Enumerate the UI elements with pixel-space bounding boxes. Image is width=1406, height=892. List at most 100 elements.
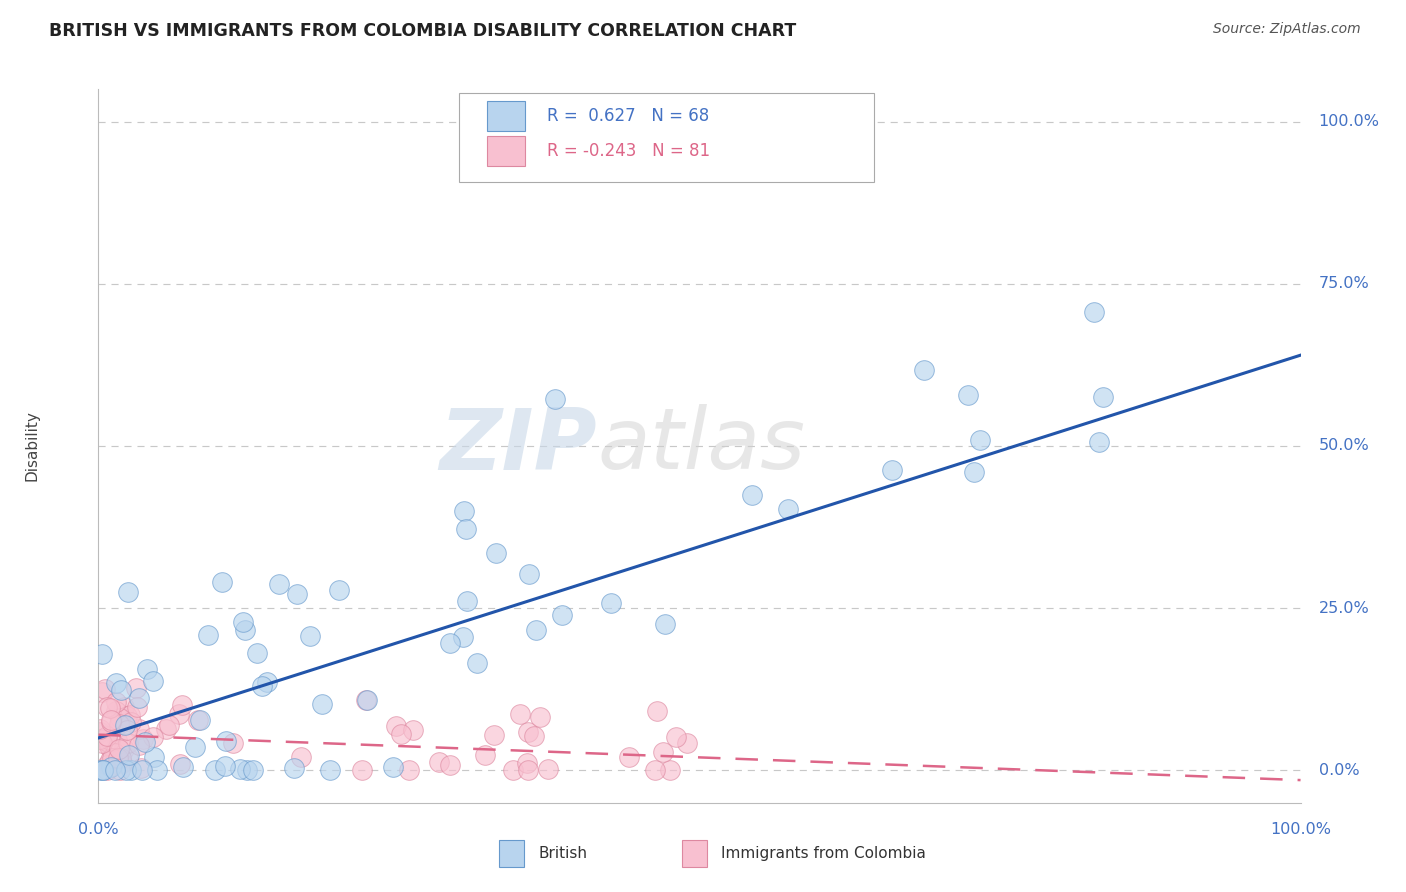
Point [89, 725, 111, 739]
Point [290, 749, 312, 764]
Point [91, 647, 114, 661]
Point [117, 585, 139, 599]
Text: 75.0%: 75.0% [1319, 277, 1369, 292]
Point [105, 732, 128, 747]
Point [1088, 435, 1111, 450]
Point [104, 704, 127, 718]
Point [776, 501, 799, 516]
Point [215, 734, 238, 748]
Point [131, 764, 153, 778]
Point [956, 388, 979, 402]
Point [96, 699, 118, 714]
Point [96, 729, 118, 743]
Point [204, 764, 226, 778]
Point [880, 463, 903, 477]
Point [652, 745, 675, 759]
Point [456, 594, 478, 608]
Point [120, 708, 142, 723]
Point [453, 504, 475, 518]
Point [104, 675, 127, 690]
Point [98, 759, 121, 773]
Text: 0.0%: 0.0% [79, 822, 118, 838]
Text: atlas: atlas [598, 404, 806, 488]
Point [110, 710, 132, 724]
Text: Immigrants from Colombia: Immigrants from Colombia [721, 847, 927, 861]
Point [172, 698, 194, 712]
Point [108, 742, 131, 756]
Point [319, 764, 342, 778]
Point [132, 731, 155, 746]
Point [741, 488, 763, 502]
Point [97, 735, 120, 749]
FancyBboxPatch shape [458, 93, 873, 182]
Point [91, 733, 114, 747]
Point [89, 731, 111, 746]
Point [90, 685, 112, 699]
Point [526, 623, 548, 637]
Point [454, 522, 477, 536]
Point [100, 715, 122, 730]
Point [250, 679, 273, 693]
Point [197, 628, 219, 642]
Point [135, 662, 157, 676]
Point [298, 629, 321, 643]
Point [143, 750, 166, 764]
Point [98, 753, 121, 767]
Point [110, 764, 132, 778]
Point [91, 764, 114, 778]
Point [111, 756, 134, 771]
Point [115, 723, 138, 738]
Point [134, 735, 156, 749]
Point [1092, 390, 1115, 404]
Point [100, 732, 122, 747]
Text: Disability: Disability [25, 410, 39, 482]
Point [328, 583, 350, 598]
Point [103, 764, 125, 778]
Point [654, 617, 676, 632]
Text: R =  0.627   N = 68: R = 0.627 N = 68 [547, 107, 709, 125]
Text: 50.0%: 50.0% [1319, 439, 1369, 453]
Point [537, 762, 560, 776]
Point [96, 764, 118, 778]
Point [963, 465, 986, 479]
Text: 100.0%: 100.0% [1319, 114, 1379, 129]
Point [142, 673, 165, 688]
Point [385, 719, 408, 733]
Point [519, 566, 541, 581]
Point [474, 748, 496, 763]
Point [509, 707, 531, 722]
Point [529, 710, 551, 724]
Point [146, 764, 169, 778]
Point [256, 674, 278, 689]
Point [169, 756, 191, 771]
Point [129, 761, 152, 775]
Point [550, 608, 572, 623]
Point [232, 615, 254, 629]
Point [665, 731, 688, 745]
Point [98, 739, 121, 753]
Text: R = -0.243   N = 81: R = -0.243 N = 81 [547, 142, 710, 160]
Point [645, 705, 668, 719]
Point [229, 762, 252, 776]
Point [128, 738, 150, 752]
Point [676, 736, 699, 750]
Text: 25.0%: 25.0% [1319, 600, 1369, 615]
Point [108, 716, 131, 731]
Point [354, 692, 377, 706]
Point [659, 764, 682, 778]
Point [398, 764, 420, 778]
Point [125, 681, 148, 696]
Point [427, 756, 450, 770]
Point [100, 713, 122, 727]
Point [465, 656, 488, 670]
Point [105, 695, 128, 709]
Point [269, 576, 291, 591]
Bar [486, 101, 526, 130]
Point [167, 707, 190, 722]
Point [188, 713, 211, 727]
Point [89, 764, 111, 778]
Point [600, 596, 623, 610]
Point [120, 764, 142, 778]
Point [969, 433, 991, 447]
Point [100, 760, 122, 774]
